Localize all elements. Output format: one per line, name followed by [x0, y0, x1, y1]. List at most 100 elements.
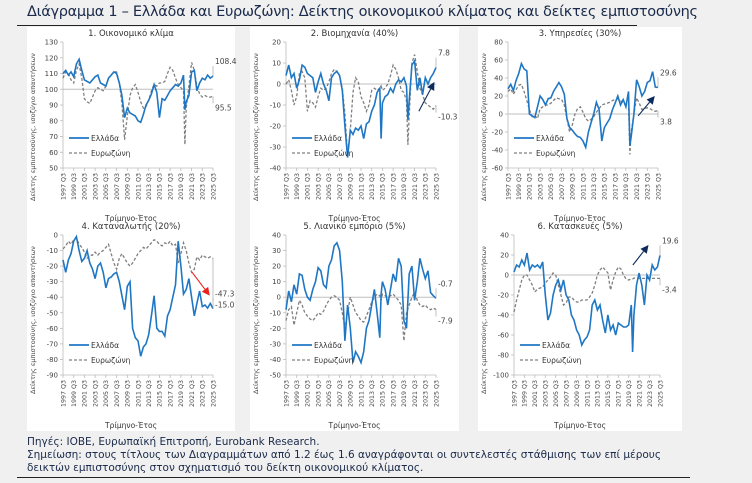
- x-tick-label: 2015 Q3: [602, 173, 609, 200]
- y-tick-label: 70: [49, 133, 58, 141]
- chart-title: 3. Υπηρεσίες (30%): [538, 29, 622, 39]
- x-tick-label: 2009 Q3: [125, 380, 132, 407]
- x-axis-label: Τρίμηνο-Έτος: [328, 214, 381, 223]
- y-tick-label: -30: [270, 340, 281, 348]
- y-tick-label: -40: [498, 312, 509, 320]
- greece-end-label: -0.7: [438, 279, 453, 288]
- y-tick-label: 30: [272, 247, 281, 255]
- y-tick-label: 90: [49, 102, 58, 110]
- x-tick-label: 1997 Q3: [511, 380, 518, 407]
- x-tick-label: 2017 Q3: [167, 380, 174, 407]
- chart-construction: 6. Κατασκευές (5%) Δείκτης εμπιστοσύνης,…: [478, 222, 682, 430]
- x-tick-label: 2017 Q3: [390, 380, 397, 407]
- y-tick-label: -80: [47, 356, 58, 364]
- x-tick-label: 2019 Q3: [401, 380, 408, 407]
- x-tick-label: 1999 Q3: [294, 173, 301, 200]
- x-tick-label: 2015 Q3: [157, 380, 164, 407]
- x-tick-label: 2007 Q3: [114, 380, 121, 407]
- legend-greece-label: Ελλάδα: [542, 341, 570, 350]
- x-tick-label: 2017 Q3: [167, 173, 174, 200]
- title-rule: [17, 25, 637, 26]
- x-tick-label: 2005 Q3: [548, 173, 555, 200]
- y-tick-label: -10: [270, 102, 281, 110]
- x-tick-label: 2001 Q3: [305, 173, 312, 200]
- legend-eurozone-label: Ευρωζώνη: [91, 149, 131, 158]
- greece-end-label: 19.6: [662, 236, 679, 245]
- x-tick-label: 2017 Q3: [390, 173, 397, 200]
- x-tick-label: 2005 Q3: [553, 380, 560, 407]
- x-tick-label: 2003 Q3: [543, 380, 550, 407]
- y-tick-label: -40: [270, 165, 281, 173]
- y-tick-label: 20: [500, 252, 509, 260]
- x-tick-label: 2023 Q3: [423, 380, 430, 407]
- x-tick-label: 2007 Q3: [114, 173, 121, 200]
- y-tick-label: 60: [49, 149, 58, 157]
- chart-title: 4. Καταναλωτής (20%): [81, 222, 181, 232]
- eurozone-end-label: -7.9: [438, 317, 453, 326]
- x-tick-label: 2003 Q3: [92, 380, 99, 407]
- x-tick-label: 2001 Q3: [305, 380, 312, 407]
- x-tick-label: 2013 Q3: [595, 380, 602, 407]
- x-tick-label: 2015 Q3: [605, 380, 612, 407]
- chart-industry: 2. Βιομηχανία (40%) Δείκτης εμπιστοσύνης…: [250, 29, 459, 223]
- x-tick-label: 2011 Q3: [580, 173, 587, 200]
- x-tick-label: 2009 Q3: [348, 380, 355, 407]
- footer: Πηγές: IOBE, Ευρωπαϊκή Επιτροπή, Euroban…: [27, 436, 661, 475]
- eurozone-end-label: -10.3: [438, 113, 458, 122]
- x-tick-label: 2011 Q3: [358, 380, 365, 407]
- x-tick-label: 2025 Q3: [210, 173, 217, 200]
- y-tick-label: 80: [49, 117, 58, 125]
- y-tick-label: 110: [45, 70, 58, 78]
- y-tick-label: -20: [492, 129, 503, 137]
- up-arrow-icon: [646, 96, 655, 105]
- x-tick-label: 2023 Q3: [200, 173, 207, 200]
- x-axis-label: Τρίμηνο-Έτος: [554, 421, 606, 430]
- x-tick-label: 2005 Q3: [103, 173, 110, 200]
- y-tick-label: 20: [272, 39, 281, 47]
- y-tick-label: 40: [500, 232, 509, 240]
- legend-greece-label: Ελλάδα: [91, 134, 119, 143]
- x-tick-label: 2023 Q3: [647, 380, 654, 407]
- y-tick-label: 0: [499, 111, 503, 119]
- eurozone-end-label: -15.0: [215, 301, 235, 310]
- x-tick-label: 2013 Q3: [591, 173, 598, 200]
- x-tick-label: 2021 Q3: [634, 173, 641, 200]
- x-tick-label: 2021 Q3: [412, 380, 419, 407]
- chart-svg: -100 -80 -60 -40 -20 0 20 40 1997 Q3 1999 Q3 2001 …: [493, 232, 679, 408]
- y-tick-label: 0: [277, 294, 281, 302]
- x-tick-label: 2025 Q3: [433, 173, 440, 200]
- x-tick-label: 2015 Q3: [157, 173, 164, 200]
- x-tick-label: 2007 Q3: [337, 380, 344, 407]
- chart-title: 1. Οικονομικό κλίμα: [88, 29, 174, 39]
- series-eurozone-line: [507, 83, 659, 155]
- footer-rule: [17, 477, 690, 478]
- x-tick-label: 2011 Q3: [584, 380, 591, 407]
- chart-title: 6. Κατασκευές (5%): [537, 222, 623, 232]
- down-arrow-icon: [201, 286, 210, 296]
- y-tick-label: 10: [272, 278, 281, 286]
- y-tick-label: -60: [492, 165, 503, 173]
- x-tick-label: 2005 Q3: [326, 173, 333, 200]
- x-tick-label: 2025 Q3: [210, 380, 217, 407]
- x-axis-label: Τρίμηνο-Έτος: [554, 214, 606, 223]
- greece-end-label: 108.4: [215, 57, 237, 66]
- y-tick-label: -50: [270, 372, 281, 380]
- series-greece-line: [285, 241, 437, 366]
- y-tick-label: -90: [47, 372, 58, 380]
- x-tick-label: 1999 Q3: [522, 380, 529, 407]
- chart-retail: 5. Λιανικό εμπόριο (5%) Δείκτης εμπιστοσ…: [250, 222, 459, 430]
- legend-greece-label: Ελλάδα: [91, 341, 119, 350]
- up-arrow-icon: [640, 245, 649, 254]
- y-tick-label: 0: [54, 232, 58, 240]
- greece-end-label: -47.3: [215, 290, 235, 299]
- y-tick-label: 60: [494, 57, 503, 65]
- x-tick-label: 2019 Q3: [626, 380, 633, 407]
- legend-eurozone-label: Ευρωζώνη: [91, 356, 131, 365]
- chart-svg: 50 60 70 80 90 100 110 120 130 1997 Q3 1999 Q3 2001…: [45, 39, 237, 201]
- up-arrow-shaft: [637, 101, 651, 117]
- y-tick-label: -40: [47, 294, 58, 302]
- column-middle: [250, 27, 459, 431]
- y-tick-label: -40: [270, 356, 281, 364]
